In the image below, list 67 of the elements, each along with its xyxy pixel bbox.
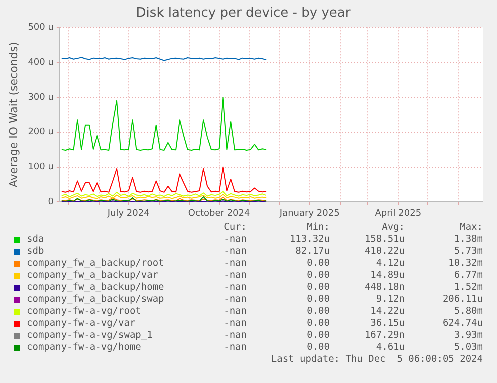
text: 0.00 bbox=[307, 342, 330, 353]
text: 158.51u bbox=[364, 234, 405, 245]
text: 14.22u bbox=[370, 306, 405, 317]
x-tick-label: April 2025 bbox=[375, 208, 422, 219]
x-tick-label: July 2024 bbox=[106, 208, 150, 219]
text: 1.52m bbox=[454, 282, 483, 293]
text: -nan bbox=[224, 270, 247, 281]
y-tick-label: 500 u bbox=[28, 22, 54, 33]
legend-label: sda bbox=[27, 234, 44, 245]
text: 410.22u bbox=[364, 246, 405, 257]
text: 0.00 bbox=[307, 318, 330, 329]
text: -nan bbox=[224, 258, 247, 269]
text: -nan bbox=[224, 246, 247, 257]
text: 0.00 bbox=[307, 258, 330, 269]
text: 82.17u bbox=[296, 246, 330, 257]
text: -nan bbox=[224, 282, 247, 293]
text: 1.38m bbox=[454, 234, 483, 245]
text: 4.12u bbox=[376, 258, 405, 269]
text: -nan bbox=[224, 342, 247, 353]
text: 10.32m bbox=[448, 258, 483, 269]
text: 9.12n bbox=[376, 294, 405, 305]
text: Cur: bbox=[224, 222, 247, 233]
x-tick-label: January 2025 bbox=[278, 208, 340, 219]
legend-label: company_fw_a_backup/swap bbox=[27, 294, 164, 305]
y-tick-label: 0 bbox=[48, 198, 54, 208]
text: 448.18n bbox=[364, 282, 405, 293]
text: 0.00 bbox=[307, 330, 330, 341]
text: 5.03m bbox=[454, 342, 483, 353]
text: -nan bbox=[224, 330, 247, 341]
x-tick-label: October 2024 bbox=[188, 208, 250, 219]
text: Max: bbox=[460, 222, 483, 233]
text: 0.00 bbox=[307, 306, 330, 317]
text: 113.32u bbox=[290, 234, 330, 245]
text: 4.61u bbox=[376, 342, 405, 353]
text: -nan bbox=[224, 306, 247, 317]
text: Min: bbox=[307, 222, 330, 233]
text: 3.93m bbox=[454, 330, 483, 341]
text: -nan bbox=[224, 234, 247, 245]
text: -nan bbox=[224, 294, 247, 305]
text: 0.00 bbox=[307, 294, 330, 305]
legend-label: company-fw-a-vg/root bbox=[27, 306, 142, 317]
legend-label: company_fw_a_backup/root bbox=[27, 258, 164, 269]
text: 0.00 bbox=[307, 270, 330, 281]
text: 0.00 bbox=[307, 282, 330, 293]
text: Last update: Thu Dec 5 06:00:05 2024 bbox=[271, 354, 483, 365]
legend-label: sdb bbox=[27, 246, 44, 257]
legend-label: company_fw_a_backup/home bbox=[27, 282, 164, 293]
legend-label: company-fw-a-vg/var bbox=[27, 318, 136, 329]
text: 624.74u bbox=[442, 318, 483, 329]
text: 14.89u bbox=[370, 270, 405, 281]
text: 5.73m bbox=[454, 246, 483, 257]
text: 5.80m bbox=[454, 306, 483, 317]
text: Avg: bbox=[382, 222, 405, 233]
text: 206.11u bbox=[442, 294, 483, 305]
text: -nan bbox=[224, 318, 247, 329]
y-tick-label: 300 u bbox=[28, 92, 54, 103]
legend-label: company_fw_a_backup/var bbox=[27, 270, 159, 281]
y-axis-title: Average IO Wait (seconds) bbox=[7, 42, 20, 188]
legend-label: company-fw-a-vg/home bbox=[27, 342, 142, 353]
y-tick-label: 200 u bbox=[28, 128, 54, 138]
text: 36.15u bbox=[370, 318, 405, 329]
text: 167.29n bbox=[364, 330, 405, 341]
chart-title: Disk latency per device - by year bbox=[136, 6, 352, 22]
legend-label: company-fw-a-vg/swap_1 bbox=[27, 330, 153, 341]
text: 6.77m bbox=[454, 270, 483, 281]
y-tick-label: 400 u bbox=[28, 58, 54, 68]
y-tick-label: 100 u bbox=[28, 162, 54, 173]
